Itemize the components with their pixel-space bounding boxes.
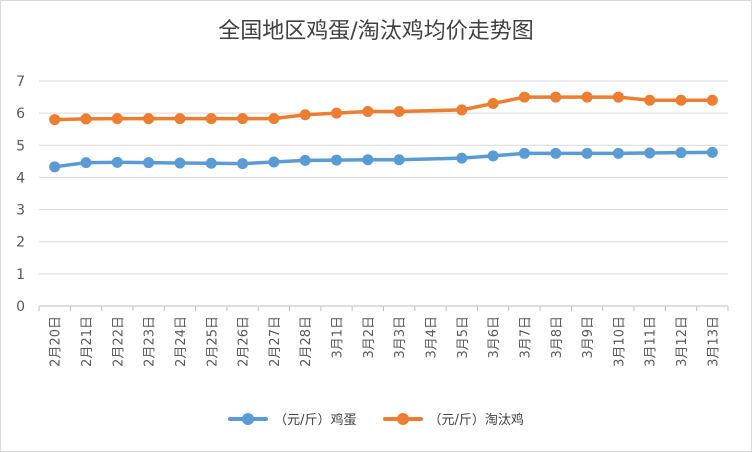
- data-point-culled-hen: [268, 113, 280, 125]
- data-point-egg: [612, 147, 624, 159]
- data-point-egg: [644, 147, 656, 159]
- x-tick-label: 2月25日: [205, 316, 220, 367]
- data-point-egg: [706, 146, 718, 158]
- x-tick-label: 3月9日: [581, 316, 596, 359]
- x-tick-label: 3月5日: [456, 316, 471, 359]
- data-point-culled-hen: [111, 113, 123, 125]
- legend-swatch-culled-hen: [382, 412, 423, 425]
- data-point-egg: [80, 157, 92, 169]
- y-tick-label: 5: [16, 138, 25, 154]
- y-tick-label: 7: [16, 74, 25, 90]
- legend-label-egg: （元/斤）鸡蛋: [274, 413, 357, 428]
- x-tick-label: 3月1日: [331, 316, 346, 359]
- data-point-egg: [550, 147, 562, 159]
- data-point-egg: [268, 156, 280, 168]
- chart-title: 全国地区鸡蛋/淘汰鸡均价走势图: [218, 19, 534, 44]
- data-point-culled-hen: [612, 91, 624, 103]
- data-point-egg: [174, 157, 186, 169]
- data-point-culled-hen: [362, 106, 374, 118]
- data-point-egg: [393, 154, 405, 166]
- x-tick-label: 2月28日: [299, 316, 314, 367]
- data-point-egg: [111, 156, 123, 168]
- data-point-culled-hen: [174, 113, 186, 125]
- x-tick-label: 2月21日: [80, 316, 95, 367]
- x-tick-label: 2月22日: [111, 316, 126, 367]
- x-tick-label: 3月3日: [393, 316, 408, 359]
- y-tick-label: 6: [16, 106, 25, 122]
- x-tick-label: 2月23日: [143, 316, 158, 367]
- legend-label-culled-hen: （元/斤）淘汰鸡: [428, 413, 524, 428]
- data-point-culled-hen: [80, 113, 92, 125]
- y-tick-label: 3: [16, 203, 25, 219]
- x-tick-label: 3月2日: [362, 316, 377, 359]
- x-tick-label: 3月8日: [550, 316, 565, 359]
- data-point-egg: [675, 147, 687, 159]
- data-point-culled-hen: [299, 109, 311, 121]
- x-tick-label: 2月24日: [174, 316, 189, 367]
- data-point-egg: [49, 161, 61, 173]
- data-point-culled-hen: [393, 106, 405, 118]
- data-point-egg: [143, 157, 155, 169]
- data-point-egg: [518, 147, 530, 159]
- data-point-egg: [237, 158, 249, 170]
- data-point-egg: [205, 157, 217, 169]
- data-point-culled-hen: [143, 113, 155, 125]
- legend-dot-culled-hen: [396, 412, 409, 425]
- data-point-culled-hen: [581, 91, 593, 103]
- data-point-egg: [456, 152, 468, 164]
- legend-dot-egg: [242, 412, 255, 425]
- y-tick-label: 0: [16, 299, 25, 315]
- data-point-egg: [487, 150, 499, 162]
- legend: （元/斤）鸡蛋 （元/斤）淘汰鸡: [1, 409, 751, 428]
- data-point-egg: [331, 154, 343, 166]
- x-tick-label: 3月12日: [675, 316, 690, 367]
- data-point-culled-hen: [550, 91, 562, 103]
- y-tick-label: 1: [16, 267, 25, 283]
- y-tick-label: 2: [16, 235, 25, 251]
- data-point-egg: [299, 154, 311, 166]
- data-point-egg: [362, 154, 374, 166]
- data-point-culled-hen: [675, 94, 687, 106]
- data-point-egg: [581, 147, 593, 159]
- data-point-culled-hen: [518, 91, 530, 103]
- data-point-culled-hen: [331, 107, 343, 119]
- legend-item-egg: （元/斤）鸡蛋: [228, 409, 357, 428]
- x-tick-label: 2月27日: [268, 316, 283, 367]
- x-tick-label: 3月6日: [487, 316, 502, 359]
- data-point-culled-hen: [644, 94, 656, 106]
- data-point-culled-hen: [237, 113, 249, 125]
- x-tick-label: 3月4日: [424, 316, 439, 359]
- data-point-culled-hen: [49, 114, 61, 126]
- data-point-culled-hen: [487, 98, 499, 109]
- x-tick-label: 3月11日: [644, 316, 659, 367]
- y-tick-label: 4: [16, 170, 25, 186]
- data-point-culled-hen: [456, 104, 468, 116]
- x-tick-label: 3月13日: [706, 316, 721, 367]
- legend-swatch-egg: [228, 412, 269, 425]
- data-point-culled-hen: [205, 113, 217, 125]
- x-tick-label: 2月26日: [237, 316, 252, 367]
- x-tick-label: 3月10日: [612, 316, 627, 367]
- line-chart: 0 1 2 3 4 5 6 7 2月20日 2月21日 2月22日 2月23日 2月24日 2月25日 2月…: [16, 74, 729, 367]
- x-tick-label: 3月7日: [518, 316, 533, 359]
- x-tick-label: 2月20日: [49, 316, 64, 367]
- data-point-culled-hen: [706, 94, 718, 106]
- legend-item-culled-hen: （元/斤）淘汰鸡: [382, 409, 524, 428]
